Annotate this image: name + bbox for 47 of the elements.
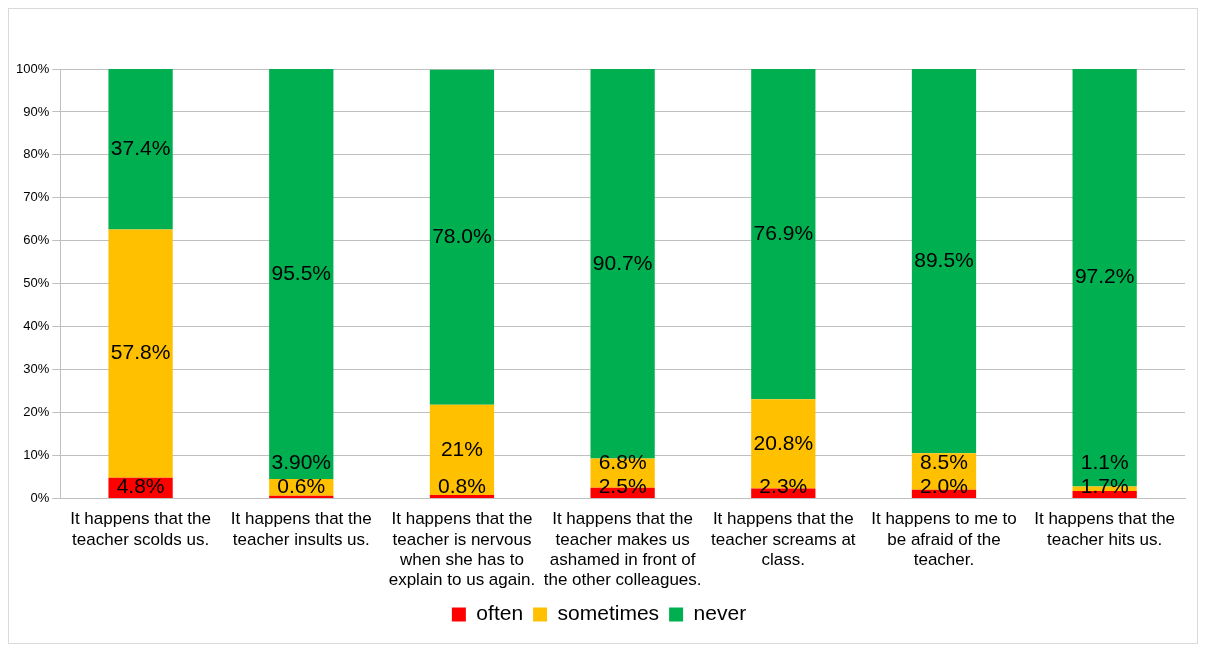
bar [429,69,495,405]
x-tick-label: It happens that the teacher screams at class. [711,509,856,570]
y-tick-label: 0% [30,489,50,505]
data-label: 21% [440,436,483,460]
x-tick-label: It happens that the teacher insults us. [230,509,372,549]
bar [269,69,334,480]
data-label: 20.8% [753,430,814,454]
x-tick-label: It happens that the teacher hits us. [1034,509,1176,549]
data-label: 1.1% [1080,450,1129,474]
bar [269,495,334,498]
y-tick-label: 90% [23,103,50,119]
bar [751,69,816,400]
bar [108,69,173,230]
data-label: 0.8% [438,474,486,498]
data-label: 89.5% [914,247,974,271]
legend-label: never [693,601,747,625]
bar [108,229,173,478]
x-tick-label: It happens that the teacher is nervous when she has to explain to us again. [388,509,536,590]
data-label: 0.6% [277,474,326,498]
data-label: 8.5% [920,450,968,474]
x-tick-label: It happens that the teacher makes us ashamed in front of the other colleagues. [543,509,702,590]
bar [429,494,495,498]
data-label: 90.7% [592,250,653,274]
x-tick-label: It happens that the teacher scolds us. [70,509,212,549]
x-tick-label: It happens to me to be afraid of the teacher. [871,509,1017,570]
y-tick-label: 80% [23,146,50,162]
data-label: 1.7% [1080,474,1129,498]
y-tick-label: 20% [23,404,50,420]
data-label: 97.2% [1074,264,1135,288]
y-tick-label: 10% [23,447,50,463]
data-label: 78.0% [432,224,492,248]
y-tick-label: 100% [16,60,50,76]
data-label: 95.5% [271,260,332,284]
y-tick-label: 70% [23,189,50,205]
y-tick-label: 30% [23,361,50,377]
data-label: 3.90% [271,450,332,474]
legend-label: often [476,601,524,625]
data-label: 4.8% [116,474,165,498]
bar [911,69,977,454]
data-label: 37.4% [110,136,171,160]
data-label: 57.8% [110,340,171,364]
legend-label: sometimes [557,601,660,625]
y-tick-label: 60% [23,232,50,248]
y-tick-label: 40% [23,318,50,334]
y-tick-label: 50% [23,275,50,291]
bar [1072,491,1137,498]
data-label: 76.9% [753,220,814,244]
